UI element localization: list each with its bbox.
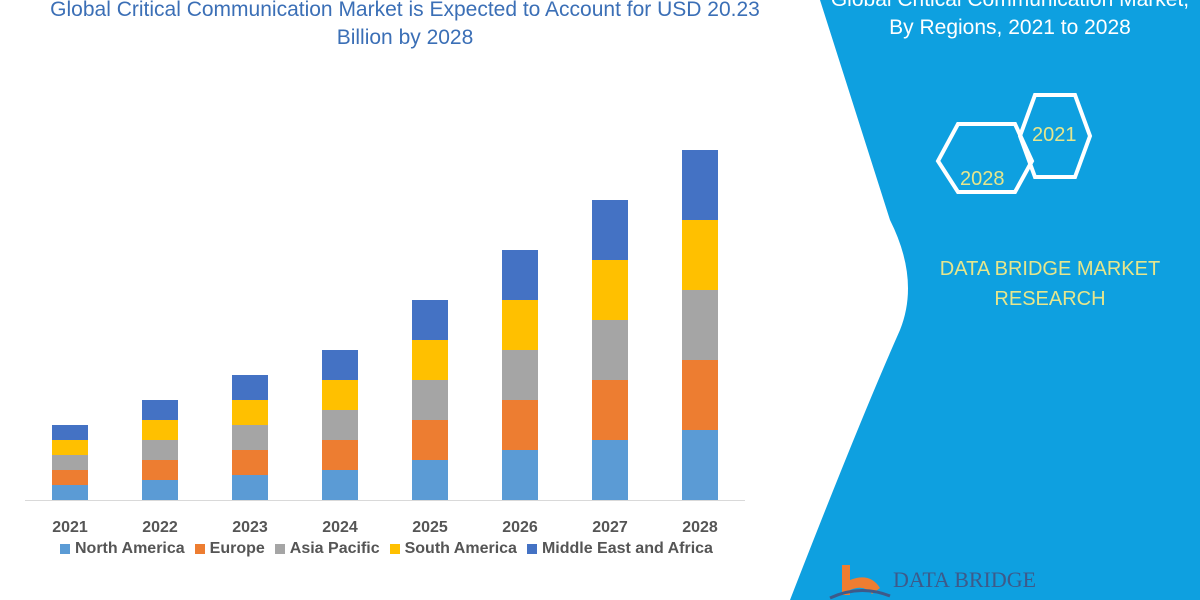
bar-segment <box>682 290 718 360</box>
bar-segment <box>322 350 358 380</box>
x-tick-label: 2028 <box>682 519 718 536</box>
bar-segment <box>592 380 628 440</box>
bar-segment <box>502 300 538 350</box>
bar-segment <box>232 425 268 450</box>
bar-segment <box>142 440 178 460</box>
side-panel-title: Global Critical Communication Market, By… <box>831 0 1189 39</box>
bar-segment <box>322 380 358 410</box>
legend-label: Asia Pacific <box>289 540 380 557</box>
logo-text: DATA BRIDGE <box>893 567 1037 592</box>
bar-segment <box>142 480 178 500</box>
bar-segment <box>412 460 448 500</box>
bar-segment <box>592 440 628 500</box>
legend-label: North America <box>75 540 185 557</box>
legend-item: Asia Pacific <box>274 540 380 558</box>
x-tick-label: 2021 <box>52 519 88 536</box>
bar-segment <box>592 320 628 380</box>
hex-label-2028: 2028 <box>960 168 1005 190</box>
bar-segment <box>232 475 268 500</box>
legend: North America Europe Asia Pacific South Ame… <box>60 540 713 558</box>
bar-segment <box>52 440 88 455</box>
legend-swatch <box>274 544 285 554</box>
bar-segment <box>52 485 88 500</box>
bar-segment <box>502 450 538 500</box>
bar-segment <box>142 460 178 480</box>
bar-segment <box>52 470 88 485</box>
bar-segment <box>502 250 538 300</box>
legend-swatch <box>60 544 70 554</box>
legend-label: South America <box>404 540 517 557</box>
bar-segment <box>682 150 718 220</box>
logo-icon <box>829 565 891 600</box>
bar-segment <box>322 440 358 470</box>
bar-segment <box>592 260 628 320</box>
page-title: Global Critical Communication Market is … <box>50 0 760 49</box>
x-tick-label: 2022 <box>142 519 178 536</box>
hex-label-2021: 2021 <box>1032 124 1077 146</box>
bar-segment <box>682 220 718 290</box>
bar-segment <box>502 350 538 400</box>
x-tick-label: 2027 <box>592 519 628 536</box>
legend-item: North America <box>60 540 185 558</box>
bar-segment <box>412 380 448 420</box>
bar-segment <box>412 300 448 340</box>
bar-segment <box>682 430 718 500</box>
bar-segment <box>142 420 178 440</box>
bar-segment <box>322 410 358 440</box>
bar-segment <box>232 375 268 400</box>
side-panel <box>790 0 1200 600</box>
bar-segment <box>412 340 448 380</box>
bar-segment <box>412 420 448 460</box>
legend-swatch <box>389 544 400 554</box>
bar-segment <box>592 200 628 260</box>
bar-segment <box>232 450 268 475</box>
bar-segment <box>682 360 718 430</box>
legend-label: Middle East and Africa <box>541 540 713 557</box>
legend-item: Middle East and Africa <box>526 540 713 558</box>
bar-segment <box>322 470 358 500</box>
legend-swatch <box>526 544 537 554</box>
bar-segment <box>502 400 538 450</box>
hexagon-2028 <box>935 122 1035 194</box>
legend-label: Europe <box>209 540 265 557</box>
brand-name: DATA BRIDGE MARKET RESEARCH <box>939 258 1161 310</box>
bar-segment <box>52 455 88 470</box>
legend-item: South America <box>389 540 517 558</box>
legend-swatch <box>194 544 205 554</box>
legend-item: Europe <box>194 540 265 558</box>
x-tick-label: 2023 <box>232 519 268 536</box>
x-tick-label: 2024 <box>322 519 358 536</box>
bar-segment <box>52 425 88 440</box>
bar-segment <box>142 400 178 420</box>
x-tick-label: 2025 <box>412 519 448 536</box>
x-tick-label: 2026 <box>502 519 538 536</box>
bar-segment <box>232 400 268 425</box>
